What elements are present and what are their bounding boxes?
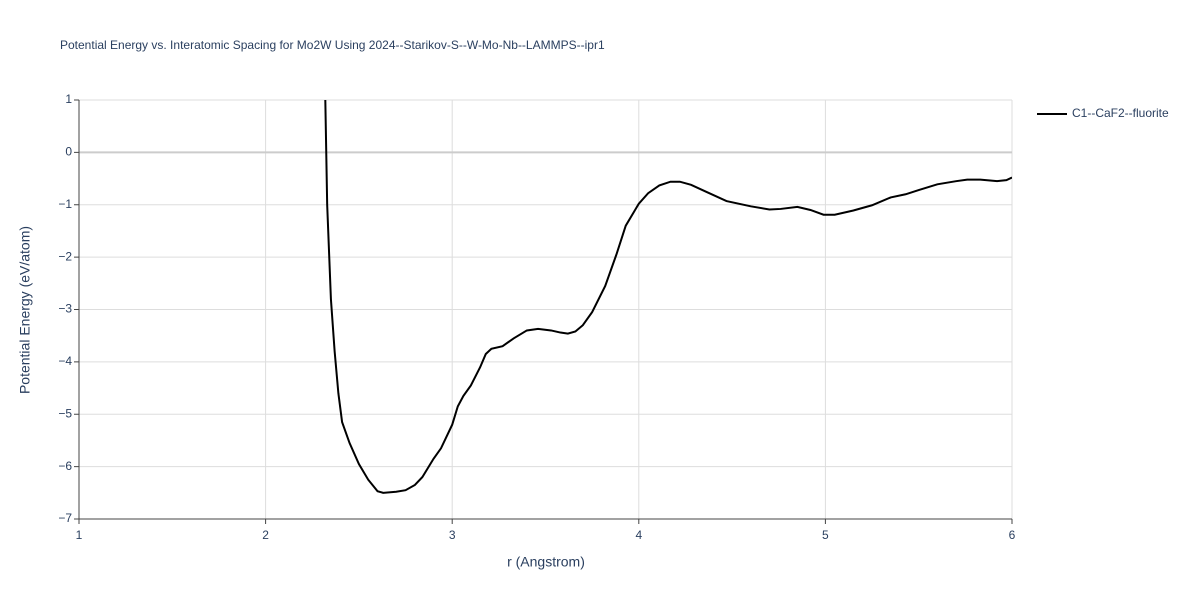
legend-label: C1--CaF2--fluorite <box>1072 106 1169 120</box>
x-tick-label: 2 <box>262 528 269 542</box>
y-tick-label: −5 <box>58 406 72 420</box>
chart-title: Potential Energy vs. Interatomic Spacing… <box>60 38 605 52</box>
x-tick-label: 5 <box>822 528 829 542</box>
y-tick-label: −2 <box>58 249 72 263</box>
y-tick-label: 0 <box>65 145 72 159</box>
x-tick-label: 1 <box>76 528 83 542</box>
y-tick-label: −1 <box>58 197 72 211</box>
x-tick-label: 4 <box>635 528 642 542</box>
x-tick-label: 6 <box>1009 528 1016 542</box>
line-series <box>324 100 1012 494</box>
y-axis-label: Potential Energy (eV/atom) <box>17 226 33 394</box>
y-tick-label: −4 <box>58 354 72 368</box>
x-tick-label: 3 <box>449 528 456 542</box>
y-tick-label: −7 <box>58 511 72 525</box>
y-tick-label: −6 <box>58 459 72 473</box>
x-axis-label: r (Angstrom) <box>507 554 585 570</box>
y-tick-label: −3 <box>58 302 72 316</box>
y-tick-label: 1 <box>65 92 72 106</box>
